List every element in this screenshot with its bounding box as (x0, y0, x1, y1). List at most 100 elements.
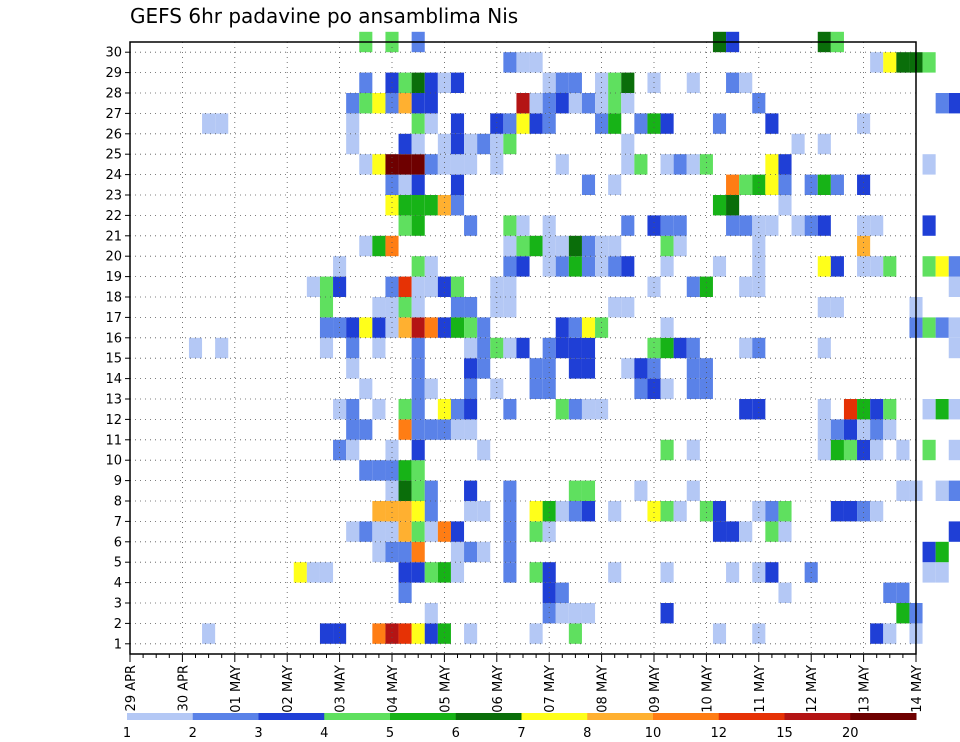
heatmap-cell (948, 439, 960, 461)
heatmap-cell (503, 235, 517, 257)
heatmap-cell (778, 174, 792, 195)
heatmap-cell (857, 174, 871, 195)
heatmap-cell (398, 460, 412, 481)
heatmap-cell (660, 235, 674, 257)
heatmap-cell (660, 501, 674, 522)
heatmap-cell (359, 93, 373, 114)
colorbar-label: 2 (189, 726, 197, 741)
heatmap-cell (306, 562, 320, 583)
heatmap-cell (726, 562, 740, 583)
heatmap-cell (464, 480, 478, 501)
heatmap-cell (581, 256, 596, 277)
heatmap-cell (359, 521, 373, 542)
x-tick-label: 01 MAY (229, 665, 244, 713)
heatmap-cell (948, 337, 960, 359)
heatmap-cell (843, 439, 858, 461)
heatmap-cell (346, 337, 360, 359)
heatmap-cell (346, 317, 360, 338)
heatmap-cell (503, 521, 517, 542)
heatmap-cell (634, 154, 648, 175)
heatmap-cell (411, 174, 425, 195)
heatmap-cell (817, 297, 831, 318)
heatmap-cell (922, 562, 936, 583)
x-tick-label: 02 MAY (281, 665, 296, 713)
heatmap-cell (398, 276, 412, 297)
heatmap-cell (503, 215, 517, 236)
heatmap-cell (542, 113, 556, 134)
heatmap-cell (450, 72, 465, 93)
heatmap-cell (608, 235, 622, 257)
heatmap-cell (857, 399, 871, 420)
heatmap-cell (529, 521, 543, 542)
heatmap-cell (319, 337, 334, 359)
x-tick-label: 11 MAY (753, 665, 768, 713)
heatmap-cell (634, 113, 648, 134)
heatmap-cell (319, 317, 334, 338)
x-tick-label: 10 MAY (700, 665, 715, 713)
heatmap-cell (608, 174, 622, 195)
heatmap-cell (555, 582, 569, 603)
heatmap-cell (870, 215, 884, 236)
heatmap-cell (843, 419, 858, 440)
heatmap-cell (568, 72, 582, 93)
heatmap-cell (464, 419, 478, 440)
heatmap-cell (555, 256, 569, 277)
colorbar-label: 1 (123, 726, 131, 741)
heatmap-cell (346, 358, 360, 379)
heatmap-cell (870, 501, 884, 522)
heatmap-cell (346, 521, 360, 542)
y-tick-label: 7 (114, 515, 122, 530)
heatmap-cell (490, 378, 504, 399)
colorbar-segment (850, 713, 917, 720)
heatmap-cell (516, 337, 530, 359)
colorbar-label: 5 (386, 726, 394, 741)
x-tick-label: 07 MAY (543, 665, 558, 713)
heatmap-cell (529, 93, 543, 114)
y-tick-label: 15 (105, 352, 122, 367)
heatmap-cell (490, 276, 504, 297)
heatmap-cell (359, 317, 373, 338)
heatmap-cell (568, 235, 582, 257)
heatmap-cell (411, 133, 425, 155)
heatmap-cell (752, 501, 766, 522)
heatmap-cell (464, 358, 478, 379)
heatmap-cell (385, 235, 399, 257)
heatmap-cell (765, 562, 779, 583)
heatmap-cell (896, 480, 910, 501)
heatmap-cell (437, 521, 451, 542)
heatmap-cell (896, 52, 910, 73)
heatmap-cell (411, 541, 425, 563)
heatmap-cell (581, 358, 596, 379)
colorbar-segment (390, 713, 457, 720)
heatmap-cell (647, 378, 661, 399)
y-tick-label: 18 (105, 291, 122, 306)
heatmap-cell (817, 337, 831, 359)
heatmap-cell (385, 154, 399, 175)
x-tick-label: 04 MAY (386, 665, 401, 713)
y-tick-label: 27 (105, 107, 122, 122)
heatmap-cell (346, 113, 360, 134)
heatmap-cell (411, 521, 425, 542)
heatmap-cell (477, 358, 491, 379)
heatmap-cell (542, 603, 556, 624)
heatmap-cell (568, 93, 582, 114)
heatmap-cell (529, 235, 543, 257)
heatmap-cell (896, 439, 910, 461)
heatmap-cell (817, 419, 831, 440)
heatmap-cell (595, 256, 609, 277)
y-tick-label: 20 (105, 250, 122, 265)
heatmap-cell (529, 113, 543, 134)
heatmap-cell (555, 235, 569, 257)
heatmap-cell (712, 501, 727, 522)
colorbar-label: 6 (452, 726, 460, 741)
colorbar-segment (718, 713, 785, 720)
heatmap-cell (464, 399, 478, 420)
heatmap-cell (450, 399, 465, 420)
heatmap-cell (398, 521, 412, 542)
heatmap-cell (608, 562, 622, 583)
y-tick-label: 4 (114, 576, 122, 591)
heatmap-cell (948, 256, 960, 277)
y-tick-label: 11 (105, 433, 122, 448)
heatmap-cell (673, 215, 687, 236)
heatmap-cell (346, 399, 360, 420)
